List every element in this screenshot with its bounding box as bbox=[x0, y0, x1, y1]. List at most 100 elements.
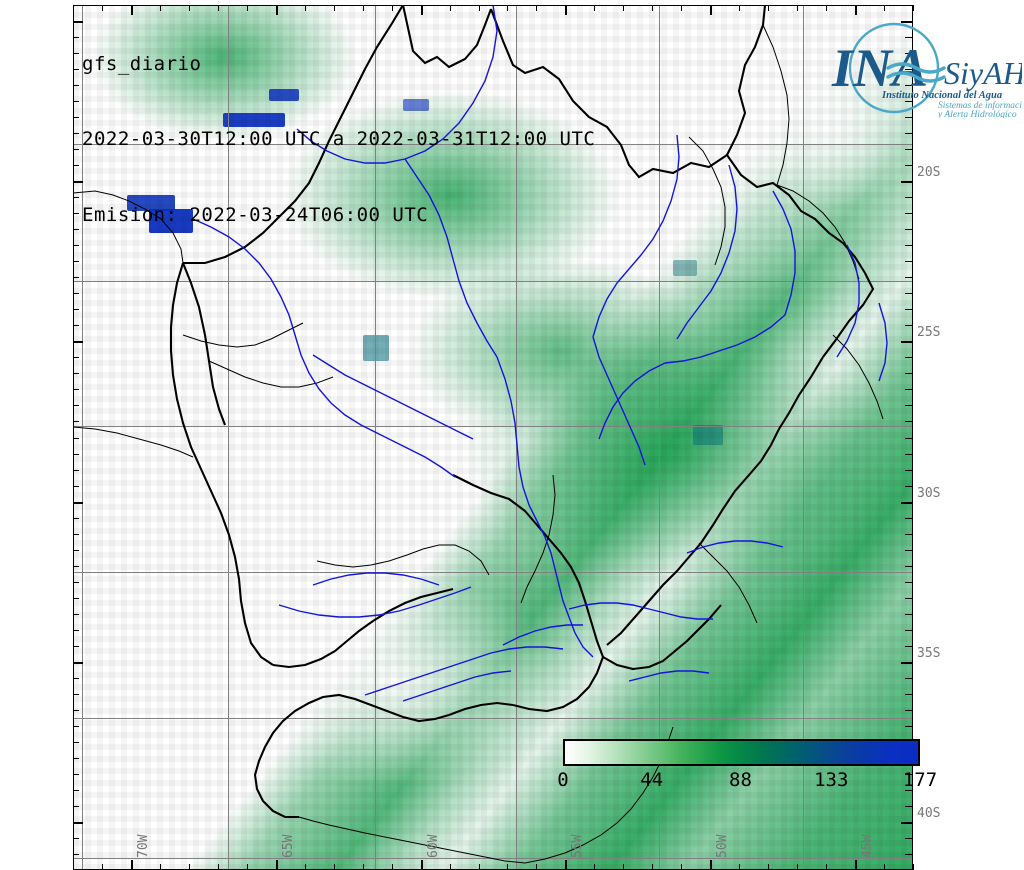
y-axis-label-25s: 25S bbox=[917, 325, 941, 341]
y-tick-major-left bbox=[73, 21, 83, 23]
x-tick-major-top bbox=[131, 5, 133, 15]
y-tick-minor-right bbox=[905, 790, 913, 791]
logo-product: SiyAH bbox=[944, 55, 1022, 91]
x-tick-minor bbox=[479, 864, 480, 870]
y-tick-minor-right bbox=[905, 277, 913, 278]
y-tick-minor-right bbox=[905, 165, 913, 166]
x-tick-minor-top bbox=[913, 5, 914, 11]
x-tick-minor-top bbox=[507, 5, 508, 11]
logo-line3: y Alerta Hidrológico bbox=[937, 110, 1017, 118]
river-network bbox=[192, 5, 888, 702]
x-tick-minor bbox=[160, 864, 161, 870]
x-tick-minor bbox=[247, 864, 248, 870]
x-tick-minor-top bbox=[247, 5, 248, 11]
y-tick-minor-left bbox=[73, 85, 79, 86]
y-tick-minor-left bbox=[73, 470, 79, 471]
colorbar-tick-44: 44 bbox=[640, 769, 664, 791]
x-tick-minor bbox=[652, 864, 653, 870]
raster-cell-texture bbox=[73, 5, 913, 870]
map-plot-area[interactable] bbox=[73, 5, 913, 870]
y-tick-minor-right bbox=[905, 389, 913, 390]
x-tick-minor bbox=[739, 864, 740, 870]
x-tick-minor-top bbox=[623, 5, 624, 11]
x-tick-minor bbox=[189, 864, 190, 870]
x-tick-minor bbox=[392, 864, 393, 870]
x-tick-minor-top bbox=[652, 5, 653, 11]
x-tick-major bbox=[276, 860, 278, 870]
x-tick-minor bbox=[218, 864, 219, 870]
precip-max-core-1 bbox=[223, 113, 285, 127]
y-tick-minor-right bbox=[905, 261, 913, 262]
y-tick-minor-left bbox=[73, 165, 79, 166]
x-tick-minor-top bbox=[305, 5, 306, 11]
colorbar-tick-0: 0 bbox=[557, 769, 569, 791]
y-tick-minor-right bbox=[905, 566, 913, 567]
y-tick-minor-right bbox=[905, 197, 913, 198]
y-tick-minor-right bbox=[905, 470, 913, 471]
logo-waves bbox=[886, 62, 946, 83]
x-tick-minor-top bbox=[797, 5, 798, 11]
y-tick-minor-left bbox=[73, 630, 79, 631]
y-tick-minor-right bbox=[905, 245, 913, 246]
x-axis-label-55w: 55W bbox=[570, 834, 586, 858]
x-tick-minor bbox=[681, 864, 682, 870]
title-valid-range: 2022-03-30T12:00 UTC a 2022-03-31T12:00 … bbox=[82, 128, 596, 151]
x-tick-minor-top bbox=[189, 5, 190, 11]
y-axis-label-35s: 35S bbox=[917, 645, 941, 661]
x-tick-minor-top bbox=[884, 5, 885, 11]
x-tick-minor bbox=[536, 864, 537, 870]
y-tick-minor-left bbox=[73, 582, 79, 583]
x-tick-minor bbox=[913, 864, 914, 870]
x-tick-minor bbox=[102, 864, 103, 870]
y-tick-minor-left bbox=[73, 614, 79, 615]
y-tick-minor-left bbox=[73, 5, 79, 6]
y-axis-label-20s: 20S bbox=[917, 165, 941, 181]
precip-max-core-3 bbox=[127, 195, 175, 211]
y-tick-major-right bbox=[901, 502, 913, 504]
y-tick-major-right bbox=[901, 21, 913, 23]
y-tick-major-right bbox=[901, 662, 913, 664]
x-tick-major-top bbox=[710, 5, 712, 15]
y-tick-minor-left bbox=[73, 694, 79, 695]
y-tick-minor-left bbox=[73, 646, 79, 647]
y-tick-minor-right bbox=[905, 630, 913, 631]
x-tick-minor bbox=[623, 864, 624, 870]
colorbar bbox=[563, 739, 920, 766]
x-tick-major-top bbox=[421, 5, 423, 15]
y-tick-minor-right bbox=[905, 229, 913, 230]
precip-max-core-4 bbox=[149, 209, 193, 233]
y-tick-minor-left bbox=[73, 774, 79, 775]
y-tick-minor-left bbox=[73, 854, 79, 855]
x-tick-major bbox=[855, 860, 857, 870]
y-tick-minor-left bbox=[73, 197, 79, 198]
y-tick-minor-left bbox=[73, 325, 79, 326]
y-tick-minor-right bbox=[905, 373, 913, 374]
title-model: gfs_diario bbox=[82, 53, 202, 76]
x-tick-minor-top bbox=[334, 5, 335, 11]
y-tick-minor-left bbox=[73, 261, 79, 262]
y-tick-minor-left bbox=[73, 357, 79, 358]
y-tick-minor-right bbox=[905, 293, 913, 294]
x-tick-minor bbox=[507, 864, 508, 870]
x-axis-label-45w: 45W bbox=[860, 834, 876, 858]
y-tick-minor-right bbox=[905, 646, 913, 647]
x-tick-minor-top bbox=[160, 5, 161, 11]
y-tick-minor-right bbox=[905, 85, 913, 86]
x-tick-major bbox=[421, 860, 423, 870]
y-tick-minor-right bbox=[905, 550, 913, 551]
y-tick-minor-right bbox=[905, 149, 913, 150]
y-tick-minor-left bbox=[73, 838, 79, 839]
y-tick-minor-right bbox=[905, 309, 913, 310]
y-tick-minor-left bbox=[73, 37, 79, 38]
x-tick-major bbox=[565, 860, 567, 870]
x-tick-minor-top bbox=[218, 5, 219, 11]
precipitation-raster-dry-areas bbox=[73, 5, 913, 870]
ina-siyah-logo: INA SiyAH Instituto Nacional del Agua Si… bbox=[826, 18, 1024, 120]
y-tick-minor-left bbox=[73, 678, 79, 679]
y-tick-minor-left bbox=[73, 69, 79, 70]
y-tick-major-left bbox=[73, 662, 83, 664]
logo-ring bbox=[848, 22, 940, 114]
y-tick-minor-right bbox=[905, 325, 913, 326]
x-tick-major-top bbox=[565, 5, 567, 15]
y-tick-minor-left bbox=[73, 726, 79, 727]
